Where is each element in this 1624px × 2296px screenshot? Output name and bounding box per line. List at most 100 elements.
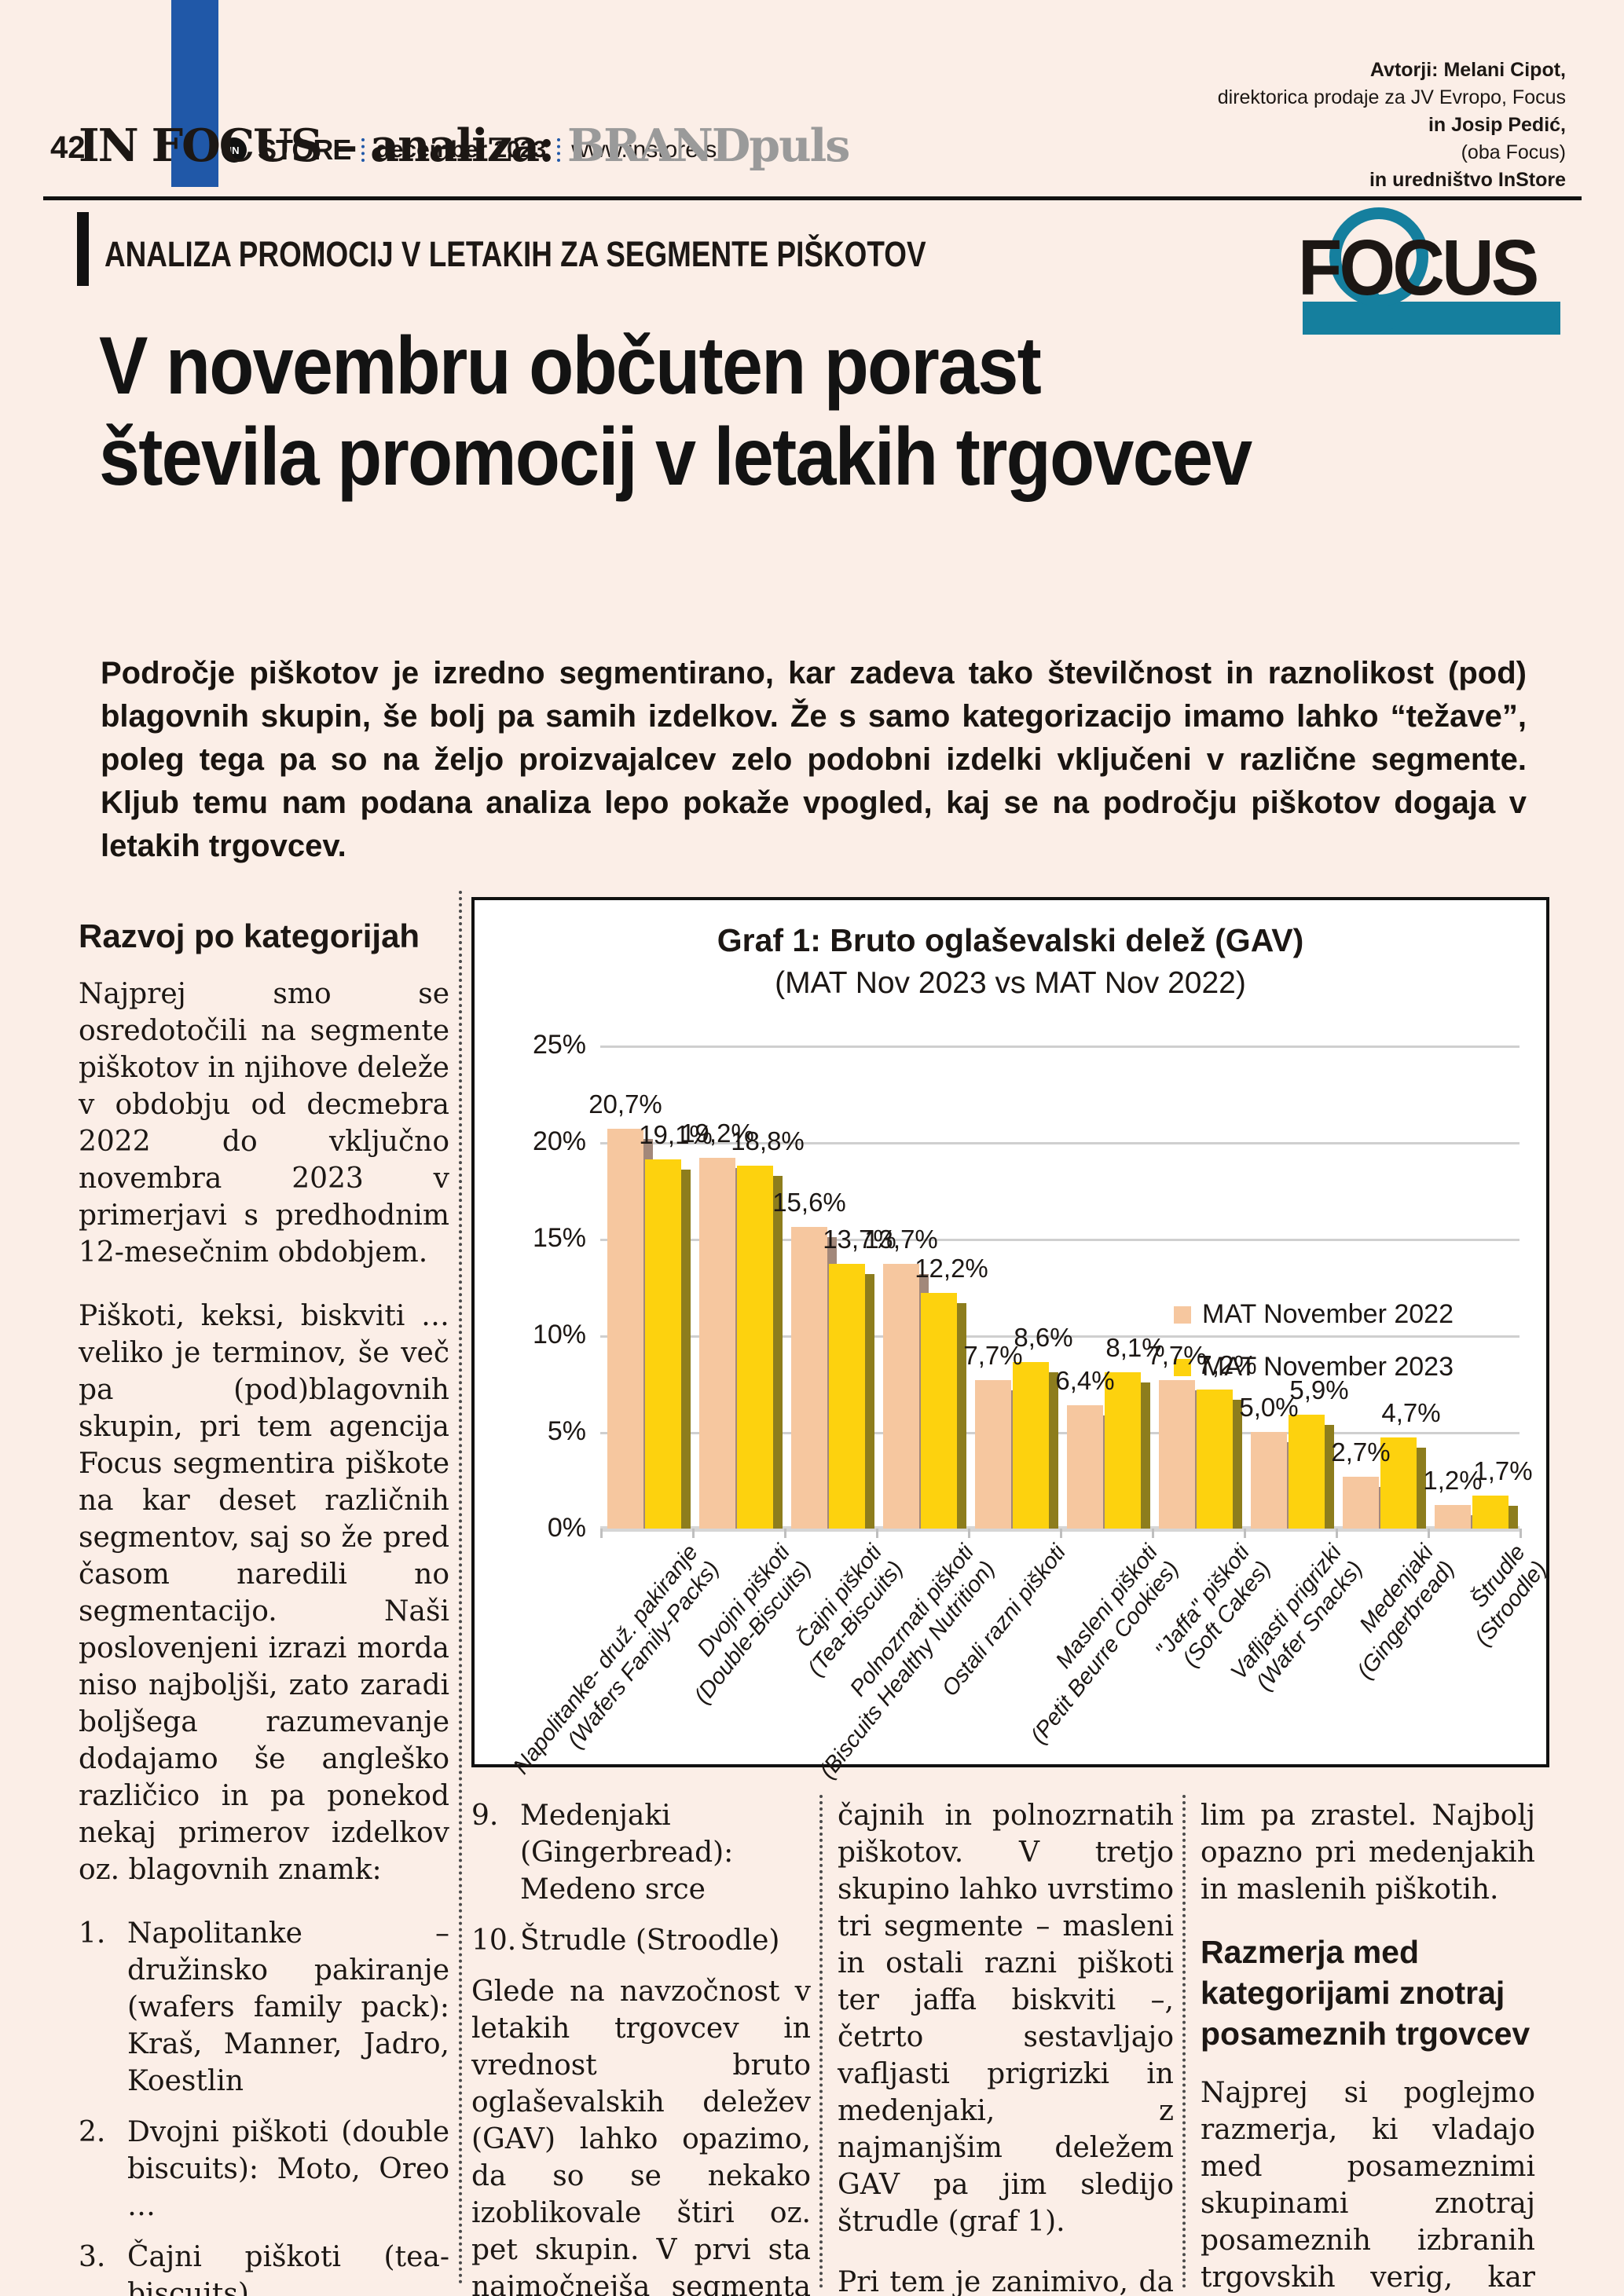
author-line: direktorica prodaje za JV Evropo, Focus [1217, 86, 1566, 108]
kicker-marker-bar [77, 212, 89, 286]
y-axis-tick-label: 15% [532, 1223, 586, 1253]
body-paragraph: čajnih in polnozrnatih piškotov. V tretj… [838, 1800, 1174, 2238]
list-item-number: 10. [471, 1924, 517, 1957]
bar-mat-nov-2022 [607, 1128, 643, 1529]
bar-value-label-2023: 8,6% [1014, 1323, 1073, 1353]
list-item: 3. Čajni piškoti (tea-biscuits) [79, 2239, 449, 2296]
bar-mat-nov-2023 [737, 1165, 773, 1529]
list-item-number: 9. [471, 1800, 499, 1832]
bar-value-label-2022: 7,7% [1147, 1340, 1207, 1370]
bar-shadow-2023 [1416, 1448, 1426, 1529]
column-separator [459, 891, 462, 2285]
y-axis-tick-label: 0% [547, 1513, 586, 1543]
bar-value-label-2023: 4,7% [1381, 1398, 1441, 1428]
bar-mat-nov-2022 [975, 1379, 1011, 1529]
bar-value-label-2023: 12,2% [915, 1253, 988, 1283]
bar-value-label-2023: 18,8% [731, 1126, 805, 1155]
bar-mat-nov-2022 [1435, 1505, 1471, 1529]
horizontal-rule [43, 196, 1582, 200]
website-link[interactable]: www.instore.si [571, 137, 722, 163]
legend-label: MAT November 2023 [1202, 1352, 1454, 1382]
issue-date: december 2023 [376, 137, 547, 163]
list-item-text: Medenjaki (Gingerbread): Medeno srce [520, 1800, 734, 1906]
bar-mat-nov-2023 [1380, 1437, 1417, 1529]
gridline [600, 1239, 1520, 1241]
bar-mat-nov-2023 [921, 1292, 957, 1529]
chart-title: Graf 1: Bruto oglaševalski delež (GAV) [717, 922, 1304, 958]
body-paragraph: Najprej smo se osredotočili na segmente … [79, 978, 449, 1269]
section-title: IN FOCUS – analiza: BRANDpuls [79, 119, 850, 172]
bar-value-label-2022: 6,4% [1055, 1365, 1115, 1395]
section-title-main: IN FOCUS – analiza: [79, 119, 555, 172]
axis-tick [784, 1529, 786, 1538]
bar-mat-nov-2022 [1251, 1432, 1287, 1529]
body-paragraph: Glede na navzočnost v letakih trgovcev i… [471, 1976, 811, 2296]
instore-logo-icon: IN [222, 137, 247, 163]
author-line: in Josip Pedić, [1428, 114, 1566, 136]
bar-value-label-2022: 2,7% [1331, 1437, 1391, 1467]
gridline [600, 1432, 1520, 1434]
section-title-accent: BRANDpuls [566, 119, 850, 172]
bar-mat-nov-2022 [1159, 1379, 1195, 1529]
bar-value-label-2022: 19,2% [680, 1118, 754, 1148]
axis-tick [1244, 1529, 1246, 1538]
bar-mat-nov-2023 [645, 1159, 681, 1529]
headline-line-2: števila promocij v letakih trgovcev [99, 412, 1252, 503]
body-paragraph: Pri tem je zanimivo, da je prav vsem šti… [838, 2266, 1174, 2296]
column-heading: Razvoj po kategorijah [79, 917, 420, 954]
list-item: 10. Štrudle (Stroodle) [471, 1922, 811, 1959]
article-kicker: ANALIZA PROMOCIJ V LETAKIH ZA SEGMENTE P… [104, 234, 926, 274]
author-line: in uredništvo InStore [1369, 169, 1566, 191]
magazine-masthead: IN STORE december 2023 www.instore.si [222, 134, 722, 167]
left-text-column: Razvoj po kategorijah Najprej smo se osr… [79, 917, 449, 2296]
bar-mat-nov-2023 [1197, 1389, 1233, 1529]
body-paragraph: lim pa zrastel. Najbolj opazno pri meden… [1201, 1800, 1535, 1906]
bottom-column-3: lim pa zrastel. Najbolj opazno pri meden… [1201, 1797, 1535, 2296]
y-axis-tick-label: 25% [532, 1030, 586, 1060]
bar-mat-nov-2023 [829, 1263, 865, 1529]
y-axis-tick-label: 20% [532, 1126, 586, 1156]
axis-tick [1520, 1529, 1522, 1538]
list-item: 2. Dvojni piškoti (double biscuits): Moto… [79, 2114, 449, 2225]
gridline [600, 1045, 1520, 1048]
author-line: Avtorji: Melani Cipot, [1369, 59, 1566, 81]
bar-mat-nov-2023 [1105, 1371, 1141, 1529]
bar-shadow-2023 [956, 1302, 966, 1529]
dotted-separator-icon [361, 138, 365, 162]
bar-mat-nov-2022 [1067, 1404, 1103, 1529]
column-separator [819, 1795, 823, 2288]
gridline [600, 1335, 1520, 1338]
bar-mat-nov-2023 [1013, 1362, 1049, 1529]
bar-shadow-2023 [1232, 1399, 1242, 1529]
bar-shadow-2023 [1140, 1382, 1150, 1529]
bar-value-label-2022: 1,2% [1423, 1466, 1483, 1496]
chart-legend: MAT November 2022 MAT November 2023 [1174, 1299, 1454, 1404]
legend-entry: MAT November 2023 [1174, 1352, 1454, 1382]
axis-tick [876, 1529, 878, 1538]
bar-shadow-2023 [1048, 1372, 1058, 1529]
bar-shadow-2023 [1324, 1424, 1334, 1529]
headline-line-1: V novembru občuten porast [99, 320, 1042, 412]
bar-shadow-2023 [1508, 1506, 1518, 1529]
chart-subtitle: (MAT Nov 2023 vs MAT Nov 2022) [775, 966, 1246, 1000]
authors-block: Avtorji: Melani Cipot, direktorica proda… [1218, 57, 1566, 194]
bar-mat-nov-2022 [791, 1227, 827, 1529]
list-item: 1. Napolitanke – družinsko pakiranje (waf… [79, 1915, 449, 2100]
bottom-column-2: čajnih in polnozrnatih piškotov. V tretj… [838, 1797, 1174, 2296]
axis-tick [968, 1529, 970, 1538]
focus-logo-text: FOCUS [1298, 224, 1539, 312]
legend-entry: MAT November 2022 [1174, 1299, 1454, 1330]
bar-value-label-2022: 13,7% [864, 1224, 938, 1254]
segments-numbered-list: 1. Napolitanke – družinsko pakiranje (waf… [79, 1915, 449, 2296]
gav-bar-chart: Graf 1: Bruto oglaševalski delež (GAV) (… [471, 897, 1552, 1783]
focus-logo: FOCUS [1298, 207, 1565, 350]
page-number: 42 [50, 130, 86, 165]
column-heading: Razmerja med kategorijami znotraj posame… [1201, 1934, 1531, 2052]
list-item-number: 3. [79, 2241, 106, 2273]
axis-tick [1152, 1529, 1154, 1538]
column-separator [1182, 1795, 1186, 2288]
body-paragraph: Piškoti, keksi, biskviti … veliko je ter… [79, 1300, 449, 1886]
bar-mat-nov-2023 [1289, 1414, 1325, 1529]
axis-tick [1336, 1529, 1338, 1538]
